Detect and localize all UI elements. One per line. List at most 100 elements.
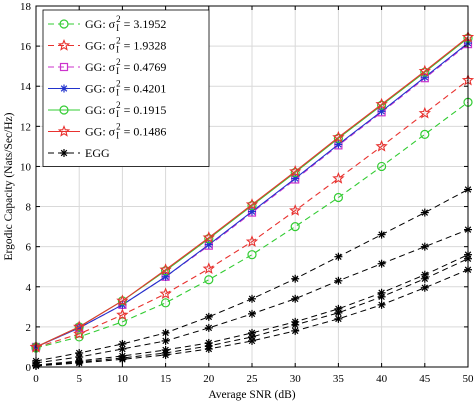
data-point [161,298,171,308]
legend-entry: GG: σI2 = 1.9328 [48,36,166,55]
legend-label-prefix: GG: σ [85,60,116,74]
egg-point [377,300,386,309]
egg-point [377,230,386,239]
data-point [333,192,343,203]
y-tick-label: 14 [20,81,32,93]
legend-label: GG: σI2 = 0.1486 [85,122,166,141]
data-point [116,308,129,321]
legend-marker [57,39,71,51]
legend-label-superscript: 2 [116,36,121,46]
data-point [74,332,84,342]
egg-point [334,314,343,323]
x-tick-label: 50 [463,373,474,385]
legend-label-prefix: GG: σ [85,103,116,117]
egg-point [291,274,300,283]
legend-entry: EGG [48,146,110,160]
x-tick-label: 10 [117,373,129,385]
data-point [289,204,302,216]
x-tick-label: 5 [76,373,82,385]
legend-entry: GG: σI2 = 3.1952 [48,14,166,33]
series-lines [29,30,474,353]
egg-point [420,242,429,251]
egg-point [118,344,127,353]
legend-label-superscript: 2 [116,79,121,89]
legend-marker [59,62,69,72]
x-tick-label: 25 [247,373,259,385]
x-tick-label: 0 [33,373,39,385]
x-tick-label: 35 [333,373,345,385]
egg-point [420,274,429,283]
data-point [375,139,388,152]
legend-entry: GG: σI2 = 0.1486 [48,122,166,141]
legend-entry: GG: σI2 = 0.1915 [48,100,166,119]
series-2 [29,73,474,353]
y-tick-label: 10 [20,161,32,173]
egg-point [334,252,343,261]
egg-point [248,294,256,303]
data-point [420,67,430,77]
y-tick-label: 18 [20,1,32,13]
legend-entry: GG: σI2 = 0.4201 [48,79,166,98]
y-tick-label: 0 [26,362,32,374]
data-point [245,198,259,210]
legend-label-suffix: = 0.1915 [121,103,167,117]
egg-point [204,344,213,353]
egg-curve-line [35,258,469,366]
data-point [161,266,171,276]
x-tick-label: 15 [160,373,172,385]
x-tick-label: 40 [376,373,388,385]
egg-point [161,336,170,345]
legend-marker [60,84,68,93]
legend-entry: GG: σI2 = 0.4769 [48,57,166,76]
legend-marker [59,19,69,29]
legend-label-prefix: GG: σ [85,39,116,53]
egg-curve-line [35,269,469,367]
data-point [204,275,214,285]
egg-point [377,259,386,268]
egg-point [161,350,170,359]
legend-label-prefix: GG: σ [85,82,116,96]
egg-point [291,326,300,335]
legend-label-suffix: = 3.1952 [121,17,167,31]
egg-curve-line [35,254,469,366]
legend-label: GG: σI2 = 1.9328 [85,36,166,55]
data-point [117,317,128,327]
legend-label: EGG [85,146,110,160]
legend-label-prefix: GG: σ [85,125,116,139]
data-point [73,320,86,333]
egg-point [118,355,127,364]
y-tick-label: 12 [20,121,31,133]
x-tick-label: 45 [419,373,431,385]
legend-label: GG: σI2 = 0.1915 [85,100,166,119]
series-line [35,79,469,348]
data-point [202,231,215,243]
egg-point [377,292,386,301]
legend-label-superscript: 2 [116,122,121,132]
egg-point [204,323,213,332]
y-tick-label: 8 [26,202,32,214]
legend-label-superscript: 2 [116,57,121,67]
y-tick-label: 4 [26,282,32,294]
axis-ticks: 0 5 10 15 20 25 30 35 40 45 50 0 2 4 6 8 10 12 14 16 18 [20,1,474,385]
legend-label-subscript: I [116,109,119,119]
legend-marker [59,105,69,115]
legend-label-prefix: GG: σ [85,17,116,31]
legend-label-subscript: I [116,131,119,141]
egg-point [248,336,256,345]
data-point [159,263,172,275]
egg-point [291,320,300,329]
legend-label-superscript: 2 [116,14,121,24]
legend-label-suffix: = 0.1486 [121,125,167,139]
data-point [116,294,129,307]
data-point [377,161,387,172]
egg-point [248,309,256,318]
y-tick-label: 6 [26,242,32,254]
egg-curves [32,185,472,370]
data-point [245,235,259,247]
data-point [332,130,345,143]
legend-label: GG: σI2 = 0.4769 [85,57,166,76]
data-point [375,97,388,110]
data-point [290,222,300,232]
egg-point [291,294,300,303]
